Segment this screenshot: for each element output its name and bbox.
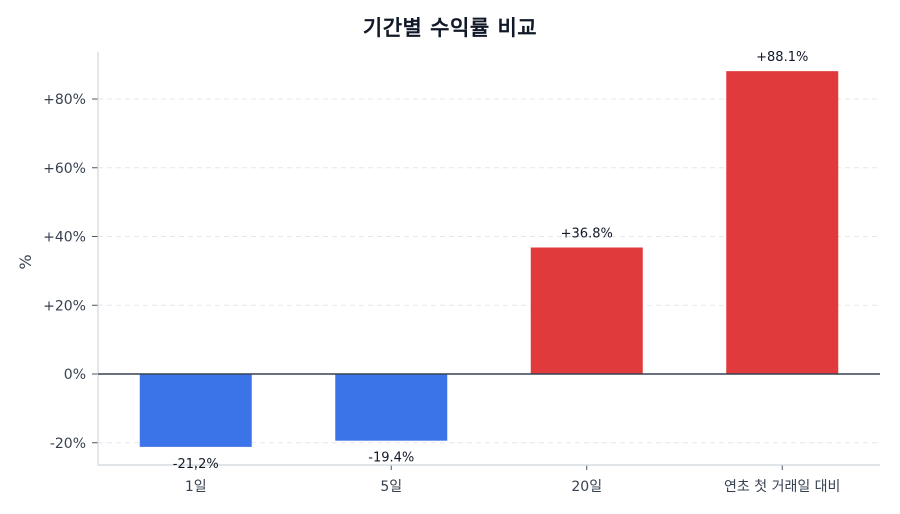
- value-label: -19.4%: [368, 451, 414, 466]
- value-label: +36.8%: [561, 227, 613, 242]
- bar-4: [726, 71, 839, 374]
- y-tick-label: +80%: [43, 92, 86, 108]
- axes: -20% 0% +20% +40% +60% +80% 1일 5일 20일 연초 첫 거래일 대비: [43, 52, 880, 495]
- value-label: -21.2%: [173, 457, 219, 472]
- chart-title: 기간별 수익률 비교: [362, 16, 538, 40]
- bar-2: [335, 374, 448, 441]
- y-tick-label: +20%: [43, 298, 86, 314]
- y-tick-label: -20%: [50, 436, 86, 452]
- y-tick-label: +40%: [43, 230, 86, 246]
- y-tick-label: 0%: [64, 367, 86, 383]
- bar-1: [139, 374, 252, 447]
- x-tick-label: 5일: [380, 479, 402, 495]
- x-tick-label: 1일: [185, 479, 207, 495]
- value-labels: -21.2% -19.4% +36.8% +88.1%: [173, 50, 809, 472]
- x-tick-label: 20일: [571, 479, 602, 495]
- y-tick-label: +60%: [43, 161, 86, 177]
- bar-3: [530, 247, 643, 374]
- x-tick-label: 연초 첫 거래일 대비: [724, 479, 840, 495]
- bars: [139, 71, 839, 447]
- value-label: +88.1%: [756, 50, 808, 65]
